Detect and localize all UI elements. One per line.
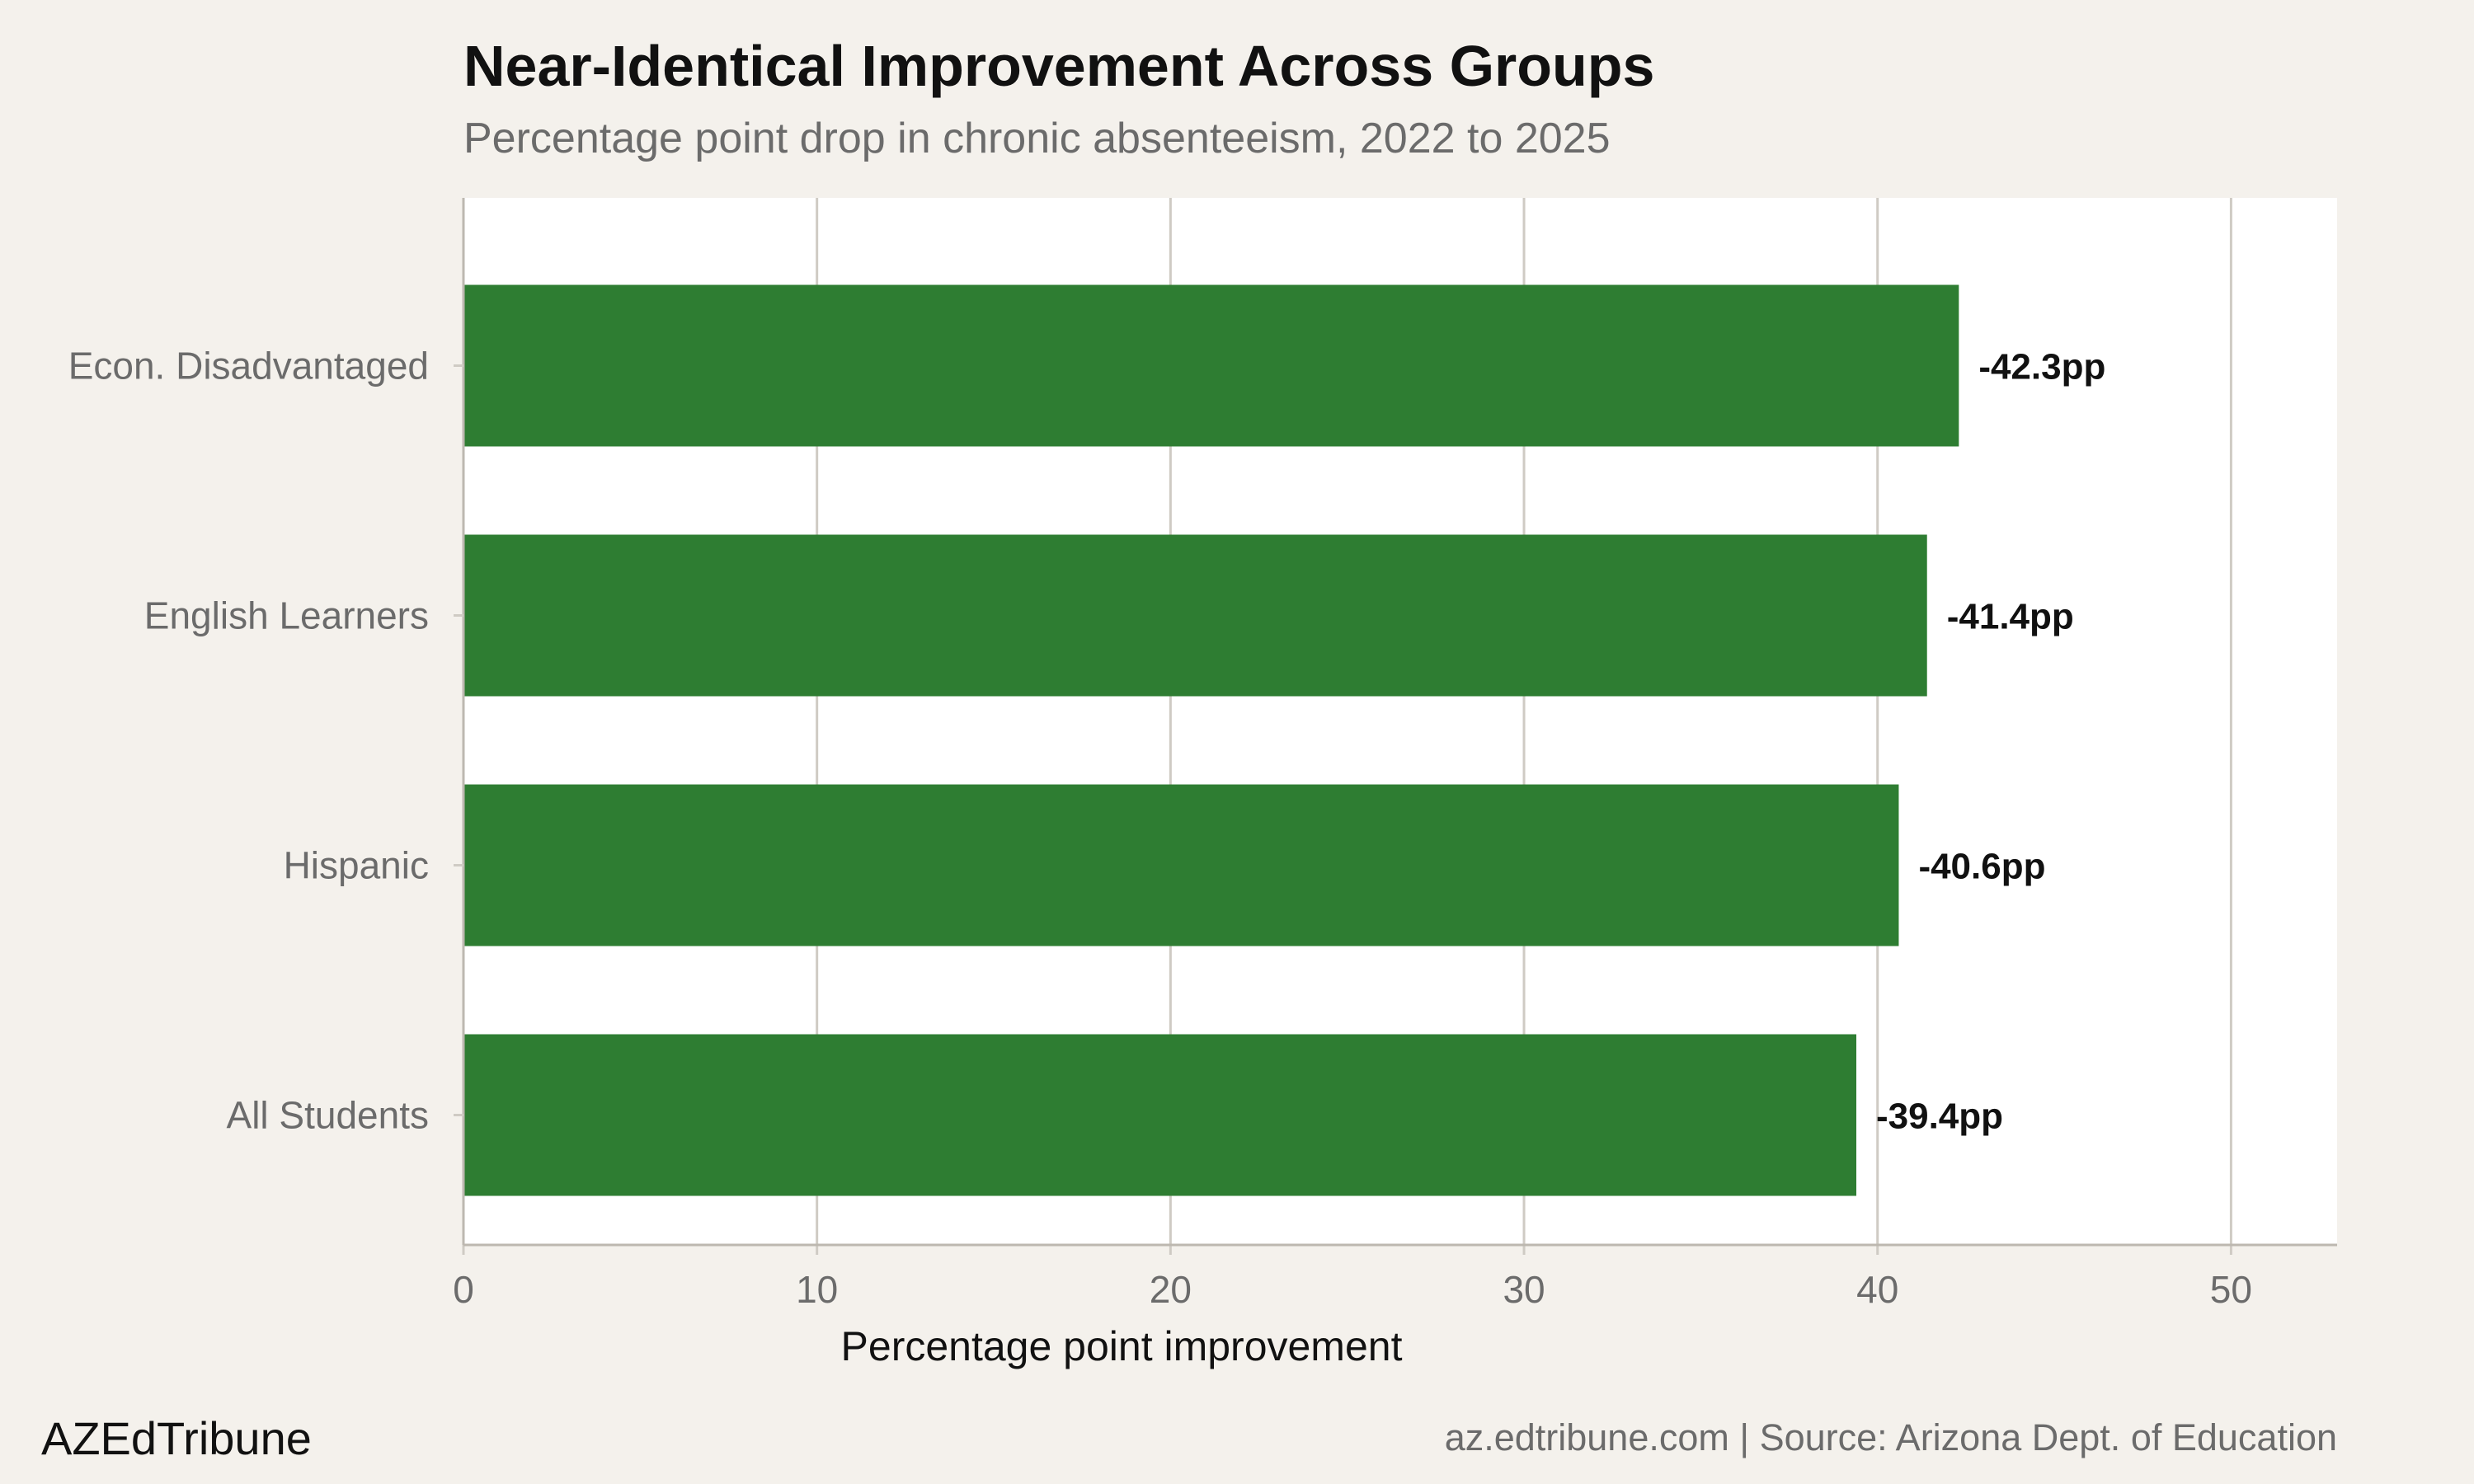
x-tick-label: 10 (796, 1268, 838, 1311)
x-tick-label: 30 (1503, 1268, 1545, 1311)
bars (463, 284, 1959, 1196)
x-tick-label: 50 (2210, 1268, 2252, 1311)
y-tick-label: Econ. Disadvantaged (68, 345, 429, 387)
y-tick-label: All Students (227, 1094, 429, 1137)
bar (463, 784, 1899, 946)
chart-title: Near-Identical Improvement Across Groups (463, 34, 1655, 98)
bar (463, 1034, 1856, 1196)
bar (463, 534, 1927, 697)
data-label: -39.4pp (1876, 1097, 2003, 1137)
data-label: -42.3pp (1978, 347, 2105, 387)
data-label: -40.6pp (1918, 847, 2045, 887)
x-tick-label: 40 (1856, 1268, 1898, 1311)
chart-subtitle: Percentage point drop in chronic absente… (463, 115, 1611, 162)
x-tick-label: 20 (1150, 1268, 1192, 1311)
x-axis-title: Percentage point improvement (841, 1323, 1403, 1369)
y-tick-label: English Learners (144, 594, 429, 637)
axes: 0 10 20 30 40 50 Econ. Disadvantaged English Le… (68, 198, 2337, 1311)
data-label: -41.4pp (1947, 597, 2074, 637)
bar (463, 284, 1959, 447)
y-tick-label: Hispanic (284, 844, 429, 887)
data-labels: -42.3pp -41.4pp -40.6pp -39.4pp (1876, 347, 2105, 1137)
x-tick-label: 0 (453, 1268, 474, 1311)
source-credit: az.edtribune.com | Source: Arizona Dept.… (1444, 1416, 2337, 1458)
brand-logo-text: AZEdTribune (41, 1412, 312, 1464)
